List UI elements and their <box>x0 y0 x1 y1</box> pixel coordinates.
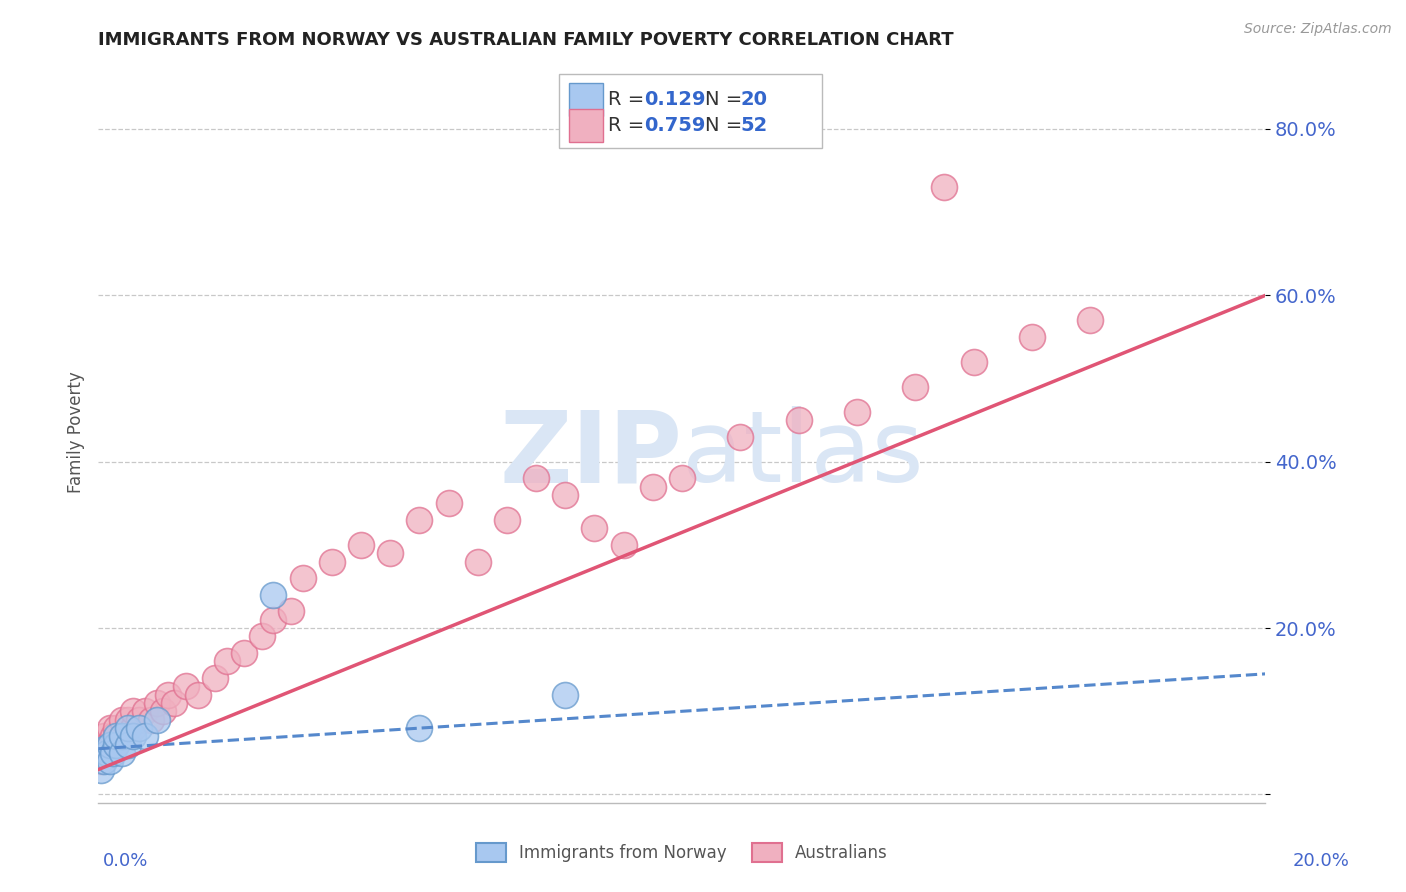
Point <box>262 588 284 602</box>
Point <box>139 713 162 727</box>
Point <box>157 688 180 702</box>
Text: Source: ZipAtlas.com: Source: ZipAtlas.com <box>1244 22 1392 37</box>
Legend: Immigrants from Norway, Australians: Immigrants from Norway, Australians <box>470 836 894 869</box>
Point <box>98 738 121 752</box>
Point <box>380 546 402 560</box>
Point <box>111 729 134 743</box>
Point <box>554 488 576 502</box>
Point <box>117 738 139 752</box>
Point <box>128 713 150 727</box>
Point <box>111 729 134 743</box>
Point <box>321 555 343 569</box>
Point <box>496 513 519 527</box>
Point <box>671 471 693 485</box>
Point <box>962 355 984 369</box>
Point <box>1080 313 1102 327</box>
Point <box>280 605 302 619</box>
Point <box>730 430 752 444</box>
Text: 20: 20 <box>741 90 768 109</box>
Point <box>128 721 150 735</box>
Point <box>98 721 121 735</box>
Point <box>98 738 121 752</box>
Point <box>350 538 373 552</box>
Point <box>846 405 869 419</box>
Text: ZIP: ZIP <box>499 407 682 503</box>
Text: N =: N = <box>706 90 749 109</box>
Point <box>904 380 927 394</box>
Point <box>93 754 115 768</box>
Point <box>152 704 174 718</box>
FancyBboxPatch shape <box>560 73 823 147</box>
Point <box>101 746 124 760</box>
Text: R =: R = <box>609 90 651 109</box>
Text: 0.759: 0.759 <box>644 116 706 135</box>
Point <box>90 763 112 777</box>
Point <box>174 679 197 693</box>
Text: 0.0%: 0.0% <box>103 852 148 870</box>
Point <box>134 729 156 743</box>
Text: IMMIGRANTS FROM NORWAY VS AUSTRALIAN FAMILY POVERTY CORRELATION CHART: IMMIGRANTS FROM NORWAY VS AUSTRALIAN FAM… <box>98 31 955 49</box>
Point <box>291 571 314 585</box>
Point <box>93 729 115 743</box>
FancyBboxPatch shape <box>568 83 603 116</box>
Text: R =: R = <box>609 116 651 135</box>
Y-axis label: Family Poverty: Family Poverty <box>66 372 84 493</box>
Point <box>408 721 430 735</box>
Point <box>104 729 127 743</box>
Point <box>117 713 139 727</box>
Point <box>437 496 460 510</box>
Point <box>1021 330 1043 344</box>
Point <box>134 704 156 718</box>
Point <box>204 671 226 685</box>
Point <box>104 721 127 735</box>
Point <box>93 746 115 760</box>
Point <box>122 721 145 735</box>
Point <box>96 746 118 760</box>
Text: 0.129: 0.129 <box>644 90 706 109</box>
Point <box>408 513 430 527</box>
Point <box>122 729 145 743</box>
Text: N =: N = <box>706 116 749 135</box>
Point <box>122 704 145 718</box>
Point <box>104 738 127 752</box>
Point <box>524 471 547 485</box>
Point <box>104 738 127 752</box>
Point <box>250 629 273 643</box>
Point <box>554 688 576 702</box>
Point <box>96 738 118 752</box>
Point <box>187 688 209 702</box>
Point <box>101 729 124 743</box>
Point <box>233 646 256 660</box>
Point <box>163 696 186 710</box>
Point <box>215 654 238 668</box>
Point <box>89 746 111 760</box>
Text: 52: 52 <box>741 116 768 135</box>
Point <box>117 729 139 743</box>
Text: atlas: atlas <box>682 407 924 503</box>
Point <box>612 538 634 552</box>
Point <box>111 746 134 760</box>
Point <box>93 741 115 756</box>
Point <box>787 413 810 427</box>
Point <box>146 696 169 710</box>
FancyBboxPatch shape <box>568 109 603 142</box>
Point <box>90 754 112 768</box>
Point <box>467 555 489 569</box>
Point <box>146 713 169 727</box>
Point <box>934 180 956 194</box>
Point <box>98 754 121 768</box>
Point <box>111 713 134 727</box>
Point <box>262 613 284 627</box>
Point <box>641 480 664 494</box>
Text: 20.0%: 20.0% <box>1294 852 1350 870</box>
Point <box>583 521 606 535</box>
Point <box>117 721 139 735</box>
